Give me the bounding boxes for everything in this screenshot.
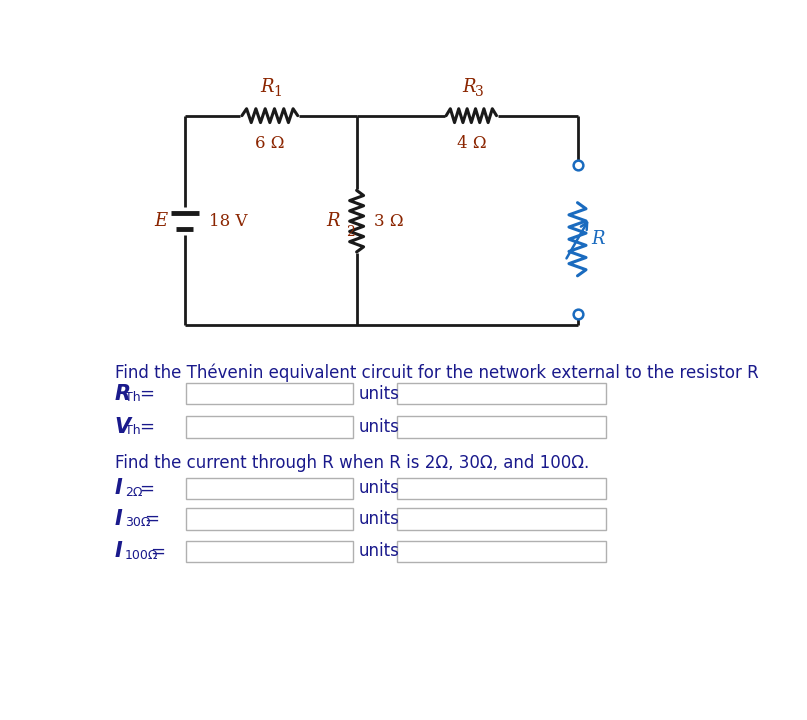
Text: =: = (150, 542, 165, 560)
Text: I: I (115, 478, 123, 498)
Bar (186, 477, 353, 499)
Text: 3 Ω: 3 Ω (374, 212, 404, 230)
Text: 2Ω: 2Ω (125, 486, 142, 499)
Bar (186, 508, 353, 530)
Bar (397, 383, 606, 405)
Text: Find the current through R when R is 2Ω, 30Ω, and 100Ω.: Find the current through R when R is 2Ω,… (115, 454, 589, 472)
Text: Find the Thévenin equivalent circuit for the network external to the resistor R: Find the Thévenin equivalent circuit for… (115, 364, 759, 382)
Bar (186, 541, 353, 562)
Text: R: R (326, 212, 340, 230)
Bar (186, 383, 353, 405)
Text: Th: Th (125, 391, 140, 404)
Text: I: I (115, 541, 123, 562)
Bar (186, 416, 353, 438)
Text: R: R (462, 78, 476, 96)
Text: 3: 3 (475, 85, 484, 99)
Text: 2: 2 (346, 225, 355, 239)
Text: =: = (139, 418, 154, 436)
Text: V: V (115, 417, 131, 437)
Text: 18 V: 18 V (209, 212, 248, 230)
Bar (397, 541, 606, 562)
Text: 30Ω: 30Ω (125, 516, 150, 529)
Bar (397, 508, 606, 530)
Text: units: units (358, 418, 399, 436)
Text: 4 Ω: 4 Ω (457, 135, 486, 152)
Text: units: units (358, 542, 399, 560)
Text: =: = (139, 480, 154, 498)
Text: I: I (115, 509, 123, 529)
Text: 6 Ω: 6 Ω (255, 135, 285, 152)
Text: Th: Th (125, 424, 140, 437)
Text: units: units (358, 510, 399, 528)
Text: R: R (592, 230, 605, 248)
Text: E: E (154, 212, 168, 230)
Bar (397, 477, 606, 499)
Bar (397, 416, 606, 438)
Text: 100Ω: 100Ω (125, 549, 158, 562)
Text: =: = (144, 510, 159, 528)
Text: =: = (139, 384, 154, 402)
Text: units: units (358, 480, 399, 498)
Text: R: R (115, 384, 131, 404)
Text: R: R (261, 78, 274, 96)
Text: units: units (358, 384, 399, 402)
Text: 1: 1 (274, 85, 282, 99)
